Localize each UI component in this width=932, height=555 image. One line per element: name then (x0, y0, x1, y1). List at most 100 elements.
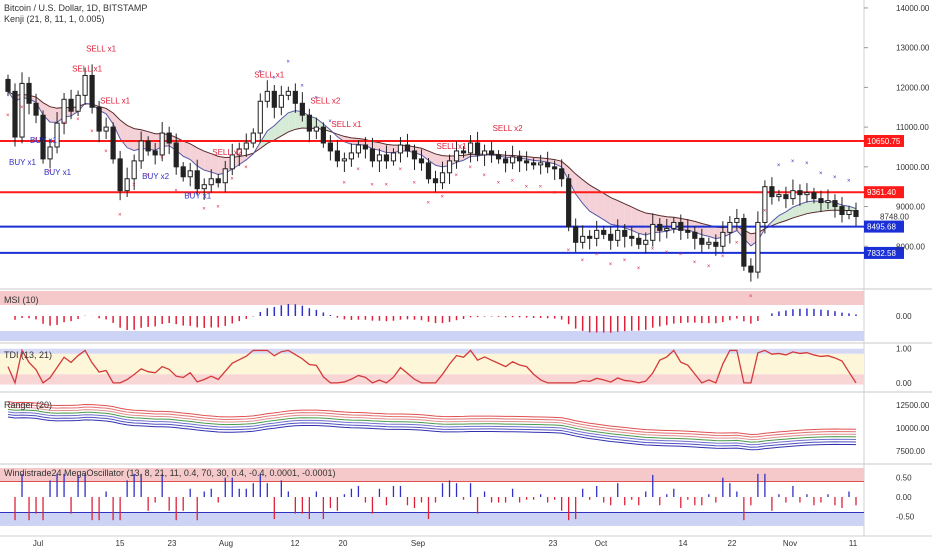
signal-x-marker: × (805, 161, 809, 167)
candle-body (811, 192, 817, 200)
tdi-tick-label: 0.00 (896, 379, 912, 388)
candle-body (488, 150, 495, 156)
mega-tick-label: 0.50 (896, 474, 912, 483)
level-tag-3 (864, 246, 904, 259)
ranger-band-line (7, 401, 857, 435)
candle-body (678, 221, 684, 231)
candle-body (166, 132, 172, 144)
candle-body (531, 162, 537, 166)
candle-body (580, 235, 586, 243)
kenji-band-fill (197, 147, 205, 171)
mega-title: Windistrade24 MegaOscillator (13, 8, 21,… (4, 468, 336, 478)
kenji-band-fill (421, 148, 429, 161)
signal-x-marker: × (595, 252, 599, 258)
x-tick-label: Nov (783, 539, 797, 548)
tdi-mid-zone (0, 353, 864, 375)
signal-x-marker: × (833, 175, 837, 181)
candle-body (320, 126, 326, 144)
candle-body (566, 178, 572, 227)
signal-x-marker: × (511, 179, 515, 185)
price-tick-label: 12000.00 (896, 83, 930, 92)
candle-body (61, 98, 67, 124)
candle-body (853, 210, 859, 217)
signal-x-marker: × (581, 258, 585, 264)
signal-x-marker: × (300, 83, 304, 89)
tdi-lower-zone (0, 374, 864, 385)
candle-body (467, 142, 474, 154)
signal-x-marker: × (230, 177, 234, 183)
candle-body (825, 200, 831, 204)
signal-x-marker: × (665, 250, 669, 256)
signal-x-marker: × (202, 207, 206, 213)
candle-body (418, 158, 425, 164)
kenji-band-fill (43, 102, 51, 123)
candle-body (425, 162, 432, 180)
signal-x-marker: × (118, 212, 122, 218)
signal-x-marker: × (623, 258, 627, 264)
signal-x-marker: × (763, 209, 767, 215)
candle-body (313, 126, 319, 132)
buy-label: BUY x2 (142, 172, 170, 181)
signal-x-marker: × (441, 195, 445, 201)
kenji-band-fill (638, 210, 646, 235)
msi-title: MSI (10) (4, 295, 39, 305)
signal-x-marker: × (398, 167, 402, 173)
candle-body (257, 100, 263, 134)
signal-x-marker: × (146, 173, 150, 179)
x-tick-label: 20 (339, 539, 348, 548)
candle-body (495, 154, 502, 160)
price-tick-label: 14000.00 (896, 4, 930, 13)
candle-body (327, 142, 333, 152)
candle-body (517, 156, 523, 162)
kenji-band-fill (554, 159, 562, 168)
tdi-upper-zone (0, 348, 864, 354)
candle-body (615, 229, 621, 241)
sell-label: SELL x1 (100, 96, 130, 105)
candle-body (117, 158, 123, 192)
candle-body (334, 150, 340, 162)
candle-body (524, 160, 530, 164)
candle-body (355, 144, 362, 154)
candle-body (846, 210, 852, 215)
candle-body (124, 178, 130, 192)
candle-body (299, 102, 305, 116)
msi-lower-zone (0, 331, 864, 341)
signal-x-marker: × (609, 262, 613, 268)
candle-body (348, 152, 355, 160)
candle-body (397, 144, 404, 154)
candle-body (587, 235, 593, 239)
signal-x-marker: × (749, 294, 753, 300)
signal-x-marker: × (20, 105, 24, 111)
price-tick-label: 11000.00 (896, 123, 929, 132)
x-tick-label: 12 (291, 539, 300, 548)
candle-body (776, 194, 782, 198)
candle-body (559, 168, 565, 180)
kenji-band-fill (820, 201, 828, 212)
kenji-band-fill (183, 141, 191, 160)
signal-x-marker: × (370, 183, 374, 189)
signal-x-marker: × (539, 185, 543, 191)
ranger-band-line (7, 413, 857, 448)
candle-body (33, 102, 39, 116)
mega-lower-zone (0, 512, 864, 526)
signal-x-marker: × (342, 181, 346, 187)
candle-body (755, 221, 761, 273)
kenji-band-fill (785, 207, 793, 221)
candle-body (411, 150, 418, 160)
buy-label: BUY x1 (44, 168, 72, 177)
price-tick-label: 13000.00 (896, 44, 930, 53)
msi-upper-zone (0, 291, 864, 305)
candle-body (664, 227, 670, 231)
kenji-band-fill (624, 203, 632, 231)
x-tick-label: Jul (33, 539, 43, 548)
candle-body (650, 223, 656, 241)
candle-body (243, 142, 249, 150)
signal-x-marker: × (791, 159, 795, 165)
ranger-tick-label: 12500.00 (896, 401, 930, 410)
signal-x-marker: × (384, 183, 388, 189)
price-tick-label: 10000.00 (896, 163, 930, 172)
candle-body (453, 150, 460, 162)
candle-body (40, 114, 46, 160)
candle-body (481, 150, 488, 156)
tdi-tick-label: 1.00 (896, 345, 912, 354)
